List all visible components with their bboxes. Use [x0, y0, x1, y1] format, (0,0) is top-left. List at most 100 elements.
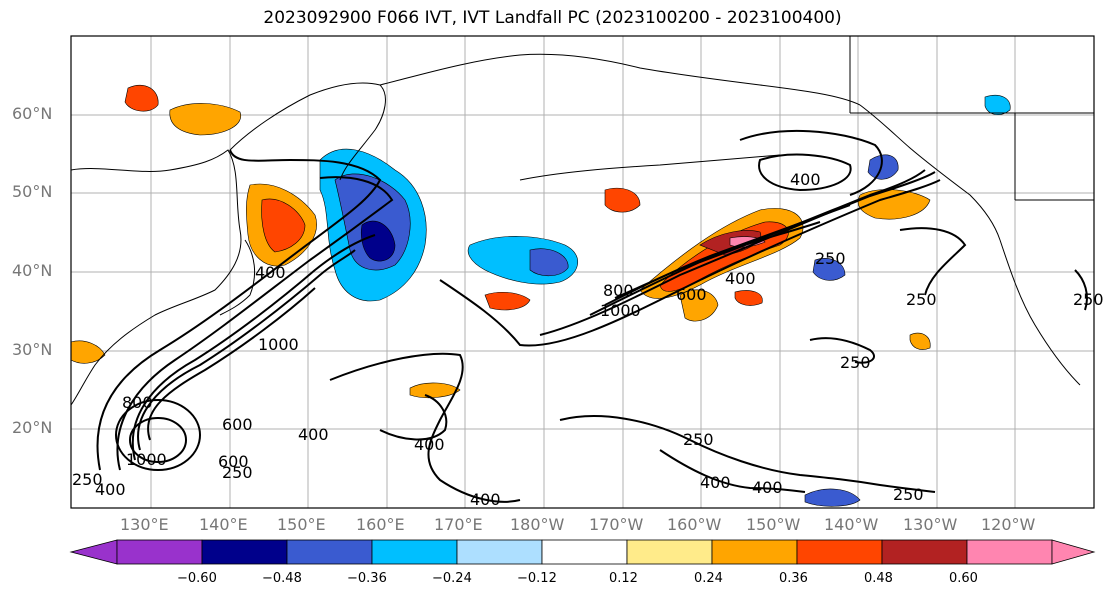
- contour-label: 400: [255, 263, 286, 282]
- positive-blob-okhotsk: [169, 103, 242, 136]
- contour-250-southeast: [559, 415, 936, 493]
- contour-1000-central: [614, 221, 821, 299]
- contour-label: 400: [790, 170, 821, 189]
- positive-blob-north: [124, 84, 159, 112]
- contour-label: 800: [603, 281, 634, 300]
- lon-label: 160°E: [356, 515, 405, 534]
- negative-blob-gulf: [867, 154, 899, 180]
- contour-1000-west: [147, 287, 316, 441]
- colorbar-segment: [966, 539, 1053, 565]
- negative-blob-east: [812, 258, 846, 281]
- contour-250-east: [809, 337, 875, 364]
- contour-label: 250: [72, 470, 103, 489]
- contour-label: 400: [470, 490, 501, 509]
- lon-label: 140°W: [824, 515, 879, 534]
- contour-label: 250: [1073, 290, 1104, 309]
- negative-blob-nwcoast: [984, 94, 1011, 115]
- contour-label: 400: [700, 473, 731, 492]
- positive-blob-sub: [679, 289, 719, 322]
- lat-label: 20°N: [12, 418, 53, 437]
- colorbar-segment: [201, 539, 288, 565]
- contour-250-south: [329, 352, 521, 503]
- contour-label: 600: [218, 452, 249, 471]
- positive-blob-mid: [604, 187, 641, 213]
- colorbar-segment: [456, 539, 543, 565]
- colorbar-tick-label: −0.12: [517, 571, 557, 586]
- colorbar-tick-label: −0.36: [347, 571, 387, 586]
- colorbar-extend-low: [69, 539, 118, 565]
- contour-label: 250: [906, 290, 937, 309]
- coast-asia: [70, 149, 242, 406]
- colorbar-tick-label: 0.60: [949, 571, 978, 586]
- lon-label: 140°E: [199, 515, 248, 534]
- coast-alaska: [859, 104, 1001, 241]
- contour-250-coast2: [1074, 269, 1088, 311]
- coast-japan: [219, 239, 256, 316]
- aleutians: [519, 154, 781, 181]
- lon-label: 150°E: [277, 515, 326, 534]
- contour-1000-core: [129, 417, 187, 463]
- positive-blob-mid2: [484, 291, 531, 311]
- colorbar-segment: [116, 539, 203, 565]
- lat-label: 50°N: [12, 182, 53, 201]
- positive-blob-south: [409, 382, 461, 399]
- colorbar-tick-label: −0.60: [177, 571, 217, 586]
- contour-800-core: [115, 399, 201, 471]
- contour-label: 400: [95, 480, 126, 499]
- contour-600-west: [131, 234, 376, 461]
- contour-600-central: [589, 169, 926, 316]
- contour-400-west: [116, 176, 394, 471]
- colorbar-tick-label: 0.24: [694, 571, 723, 586]
- colorbar-tick-label: −0.48: [262, 571, 302, 586]
- contour-label: 1000: [126, 450, 167, 469]
- lon-label: 130°E: [120, 515, 169, 534]
- colorbar-segment: [796, 539, 883, 565]
- coastlines: [70, 53, 1081, 406]
- contour-label: 1000: [258, 335, 299, 354]
- lon-label: 180°W: [510, 515, 565, 534]
- contour-label: 400: [298, 425, 329, 444]
- contour-label: 250: [815, 249, 846, 268]
- contour-label: 400: [725, 269, 756, 288]
- colorbar-tick-label: 0.12: [609, 571, 638, 586]
- positive-blob-east2: [734, 290, 763, 306]
- contour-400-south: [379, 394, 448, 441]
- negative-deep-nw: [360, 220, 396, 262]
- negative-core-central: [529, 248, 569, 277]
- lat-label: 40°N: [12, 261, 53, 280]
- contour-250-gulf: [739, 129, 883, 196]
- contour-250-coast: [899, 227, 967, 296]
- colorbar: [69, 539, 1096, 565]
- lat-label: 30°N: [12, 340, 53, 359]
- contour-400-southeast: [659, 449, 806, 493]
- positive-blob-west: [70, 340, 106, 364]
- colorbar-segment: [286, 539, 373, 565]
- colorbar-tick-label: 0.48: [864, 571, 893, 586]
- contour-label: 600: [222, 415, 253, 434]
- lon-label: 160°W: [667, 515, 722, 534]
- positive-blob-bcoast: [909, 332, 931, 350]
- colorbar-tick-label: −0.24: [432, 571, 472, 586]
- coast-na-west: [999, 239, 1081, 386]
- colorbar-tick-label: 0.36: [779, 571, 808, 586]
- colorbar-extend-high: [1051, 539, 1096, 565]
- map-frame: [70, 35, 1095, 509]
- coast-siberia: [379, 53, 861, 106]
- colorbar-segment: [711, 539, 798, 565]
- contour-400-gulf: [758, 153, 852, 192]
- contour-label: 400: [414, 435, 445, 454]
- contour-800-west: [137, 249, 356, 451]
- contour-400-central: [539, 171, 936, 336]
- lon-label: 150°W: [746, 515, 801, 534]
- lon-label: 170°E: [434, 515, 483, 534]
- lat-label: 60°N: [12, 104, 53, 123]
- colorbar-segment: [626, 539, 713, 565]
- contour-label: 600: [676, 285, 707, 304]
- borders: [849, 36, 1094, 201]
- contour-label: 400: [752, 478, 783, 497]
- colorbar-segment: [541, 539, 628, 565]
- coast-kamchatka: [229, 82, 386, 181]
- lon-label: 170°W: [589, 515, 644, 534]
- ivt-contours: [96, 129, 1088, 503]
